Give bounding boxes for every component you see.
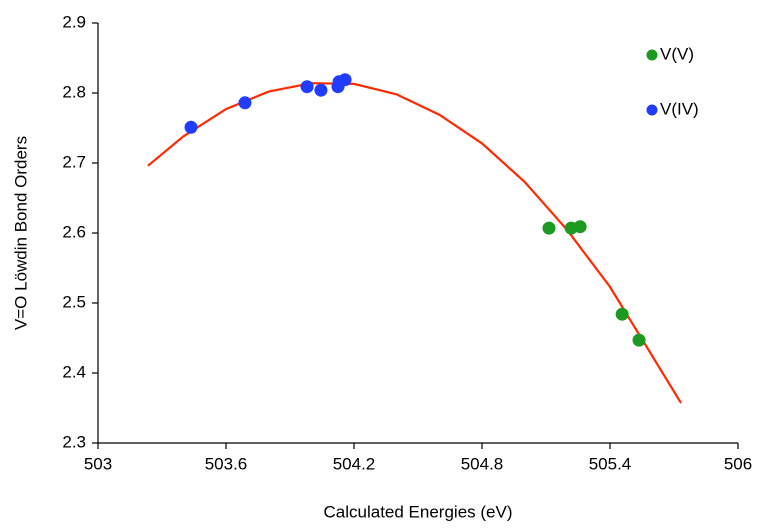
point bbox=[338, 73, 352, 87]
point bbox=[238, 96, 252, 110]
legend-label: V(IV) bbox=[660, 99, 699, 118]
x-tick-label: 503.6 bbox=[205, 454, 248, 473]
x-tick-label: 504.2 bbox=[333, 454, 376, 473]
point bbox=[300, 80, 314, 94]
x-tick-label: 504.8 bbox=[461, 454, 504, 473]
point bbox=[573, 220, 587, 234]
y-tick-label: 2.7 bbox=[62, 152, 86, 171]
legend-marker bbox=[646, 104, 658, 116]
x-tick-label: 503 bbox=[84, 454, 112, 473]
y-axis-label: V=O Löwdin Bond Orders bbox=[11, 136, 30, 330]
legend-label: V(V) bbox=[660, 44, 694, 63]
y-tick-label: 2.8 bbox=[62, 82, 86, 101]
y-tick-label: 2.6 bbox=[62, 222, 86, 241]
x-tick-label: 505.4 bbox=[589, 454, 632, 473]
y-tick-label: 2.4 bbox=[62, 362, 86, 381]
y-tick-label: 2.3 bbox=[62, 432, 86, 451]
point bbox=[542, 221, 556, 235]
point bbox=[184, 120, 198, 134]
point bbox=[314, 83, 328, 97]
point bbox=[632, 333, 646, 347]
x-axis-label: Calculated Energies (eV) bbox=[324, 502, 513, 521]
legend-marker bbox=[646, 49, 658, 61]
x-tick-label: 506 bbox=[724, 454, 752, 473]
fit-curve bbox=[147, 82, 682, 404]
y-tick-label: 2.5 bbox=[62, 292, 86, 311]
y-tick-label: 2.9 bbox=[62, 12, 86, 31]
point bbox=[615, 307, 629, 321]
